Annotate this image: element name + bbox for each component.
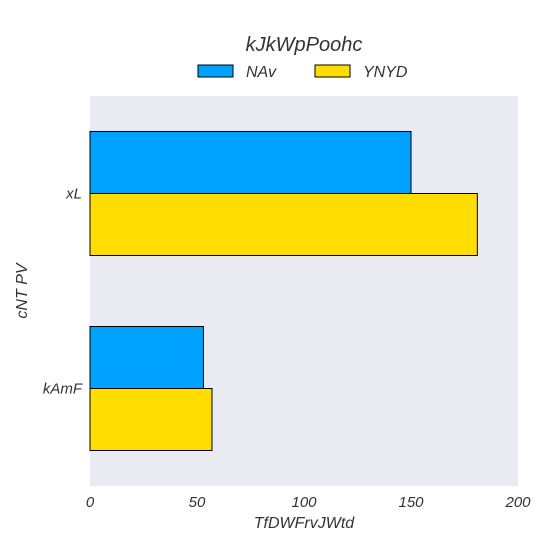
- legend-label-ynyd: YNYD: [363, 64, 408, 81]
- x-tick-label: 200: [504, 494, 531, 511]
- legend-swatch-ynyd: [314, 64, 351, 78]
- bar-nav-xl: [89, 131, 412, 194]
- bar-ynyd-xl: [89, 193, 478, 256]
- x-tick-labels: 0 50 100 150 200: [86, 494, 531, 511]
- x-tick-label: 150: [398, 494, 424, 511]
- bars-group: [89, 131, 478, 451]
- y-axis-label: cNT PV: [14, 262, 31, 318]
- y-tick-labels: xL kAmF: [43, 186, 83, 398]
- x-tick-label: 100: [291, 494, 317, 511]
- chart-title: kJkWpPoohc: [246, 34, 363, 56]
- x-axis-label: TfDWFrvJWtd: [254, 515, 356, 532]
- x-tick-label: 50: [189, 494, 206, 511]
- bar-nav-kamf: [89, 326, 204, 389]
- bar-ynyd-kamf: [89, 388, 213, 451]
- y-tick-label: xL: [65, 186, 82, 203]
- legend: NAv YNYD: [197, 64, 408, 81]
- x-tick-label: 0: [86, 494, 95, 511]
- legend-label-nav: NAv: [246, 64, 277, 81]
- y-tick-label: kAmF: [43, 381, 83, 398]
- legend-swatch-nav: [197, 64, 234, 78]
